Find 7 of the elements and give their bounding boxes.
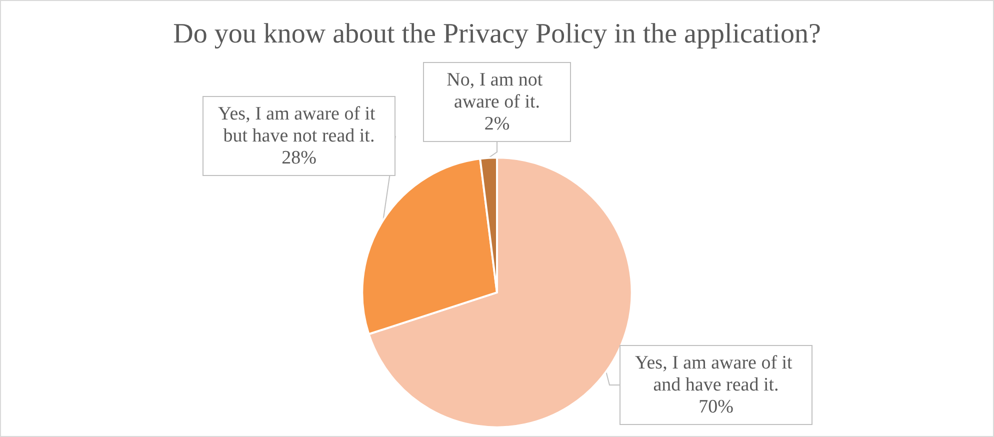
chart-title: Do you know about the Privacy Policy in the application? bbox=[173, 18, 821, 50]
data-label: 2% bbox=[484, 114, 510, 134]
data-label: 28% bbox=[282, 148, 317, 168]
slice-label: No, I am not aware of it. bbox=[446, 70, 548, 112]
slice-label: Yes, I am aware of it and have read it. bbox=[634, 352, 798, 396]
slice-label: Yes, I am aware of it but have not read it. bbox=[218, 104, 380, 146]
data-label: 70% bbox=[698, 396, 734, 418]
